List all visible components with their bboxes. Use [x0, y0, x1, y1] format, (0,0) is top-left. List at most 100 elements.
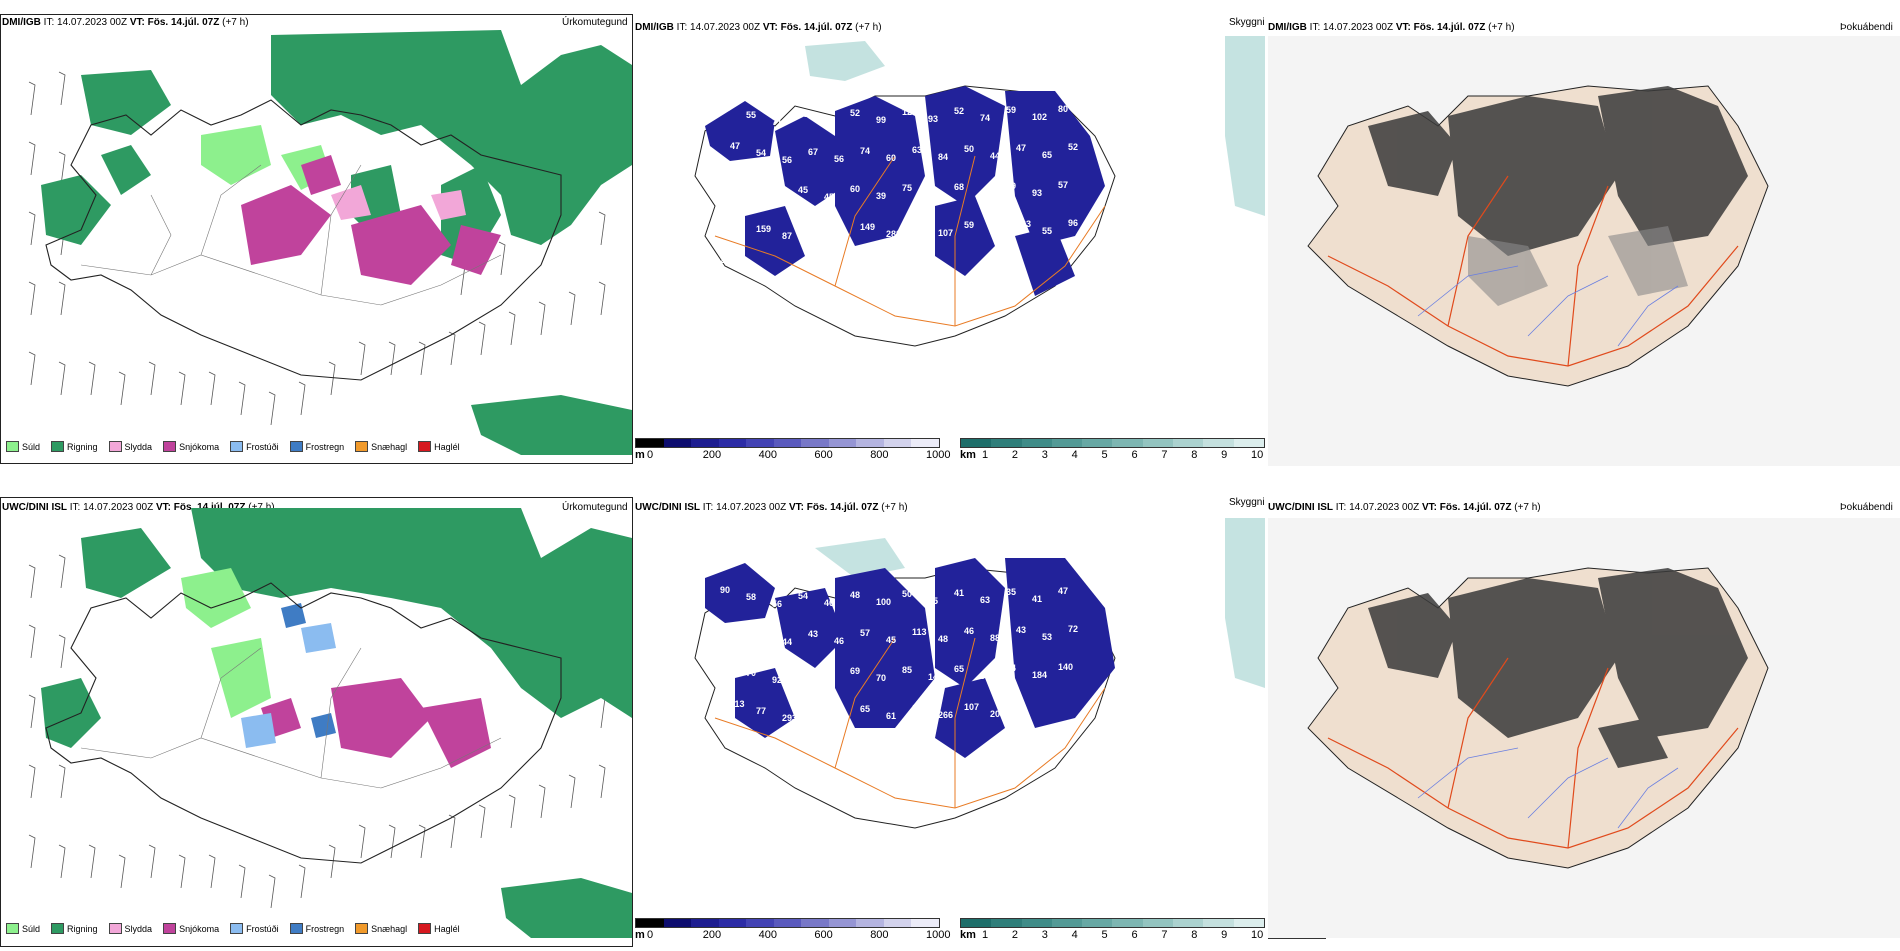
- legend-item-snjokoma: Snjókoma: [163, 441, 219, 452]
- row1-precip-legend: Súld Rigning Slydda Snjókoma Frostúði Fr…: [6, 441, 471, 452]
- cloudbase-value-label: 145: [912, 221, 927, 231]
- legend-label: Frostregn: [305, 441, 345, 452]
- snow-areas: [261, 678, 491, 768]
- cloudbase-value-label: 113: [730, 699, 745, 709]
- fog-roads: [1327, 175, 1739, 367]
- row1-fog-vt-label: VT:: [1395, 22, 1411, 33]
- cloudbase-value-label: 48: [938, 634, 948, 644]
- colorbar-segment: [1021, 439, 1052, 447]
- cloudbase-value-label: 44: [782, 637, 792, 647]
- row1-cloud-header: DMI/IGB IT: 14.07.2023 00Z VT: Fös. 14.j…: [635, 22, 882, 34]
- cloudbase-value-label: 59: [964, 220, 974, 230]
- colorbar-tick: 5: [1101, 449, 1108, 461]
- row2-lead: (+7 h): [248, 502, 275, 513]
- legend-label: Frostúði: [246, 923, 279, 934]
- row2-fog-model: UWC/DINI ISL: [1268, 502, 1333, 513]
- cloudbase-value-label: 48: [756, 630, 766, 640]
- legend-swatch: [6, 441, 19, 452]
- colorbar-segment: [773, 439, 802, 447]
- colorbar-segment: [1203, 439, 1234, 447]
- legend-swatch: [418, 923, 432, 934]
- cloudbase-value-label: 84: [938, 152, 948, 162]
- colorbar-segment: [663, 439, 692, 447]
- row2-precip-svg: [28, 508, 632, 938]
- cloudbase-value-label: 41: [954, 588, 964, 598]
- row1-vt-value: Fös. 14.júl. 07Z: [147, 17, 220, 28]
- legend-item-frostudi: Frostúði: [230, 441, 279, 452]
- cloudbase-value-label: 52: [954, 106, 964, 116]
- roads: [80, 647, 502, 789]
- row1-vt-label: VT:: [129, 17, 145, 28]
- cloudbase-value-label: 63: [980, 595, 990, 605]
- cloudbase-value-label: 96: [1068, 218, 1078, 228]
- row1-cloudbase-colorbar: [635, 438, 940, 448]
- cloudbase-value-label: 77: [756, 706, 766, 716]
- snow-areas: [241, 155, 501, 285]
- cloudbase-value-label: 47: [772, 193, 782, 203]
- colorbar-tick: 4: [1071, 929, 1078, 941]
- legend-label: Súld: [22, 441, 41, 452]
- colorbar-unit: m: [635, 929, 645, 941]
- cloudbase-value-label: 93: [1032, 188, 1042, 198]
- row2-cloud-title: Skyggni: [1229, 497, 1265, 508]
- cloudbase-value-label: 56: [772, 599, 782, 609]
- legend-label: Snjókoma: [179, 923, 220, 934]
- colorbar-tick: 600: [814, 449, 833, 461]
- cloudbase-value-label: 46: [964, 626, 974, 636]
- row1-visibility-colorbar: [960, 438, 1265, 448]
- colorbar-segment: [691, 439, 719, 447]
- colorbar-segment: [691, 919, 719, 927]
- row2-cloud-model: UWC/DINI ISL: [635, 502, 700, 513]
- colorbar-tick: 3: [1041, 929, 1048, 941]
- cloudbase-value-label: 54: [756, 148, 766, 158]
- row1-fog-lead: (+7 h): [1488, 22, 1515, 33]
- cloudbase-value-label: 57: [746, 262, 756, 272]
- cloudbase-value-label: 65: [954, 664, 964, 674]
- legend-swatch: [230, 441, 244, 452]
- colorbar-segment: [663, 919, 692, 927]
- row2-precip-header: UWC/DINI ISL IT: 14.07.2023 00Z VT: Fös.…: [2, 502, 275, 514]
- row2-visibility-colorbar: [960, 918, 1265, 928]
- cloudbase-value-label: 47: [730, 141, 740, 151]
- row1-precip-title: Úrkomutegund: [562, 17, 628, 28]
- row2-fog-vt-value: Fös. 14.júl. 07Z: [1439, 502, 1512, 513]
- cloudbase-value-label: 56: [782, 155, 792, 165]
- row2-cloud-it-label: IT:: [702, 502, 714, 513]
- row1-cloudbase-ticks: m 0 200 400 600 800 1000: [635, 449, 955, 463]
- colorbar-segment: [1233, 439, 1264, 447]
- legend-swatch: [355, 441, 369, 452]
- cloudbase-value-label: 288: [886, 229, 901, 239]
- colorbar-tick: 6: [1131, 449, 1138, 461]
- colorbar-segment: [1233, 919, 1264, 927]
- cloudbase-value-label: 50: [964, 144, 974, 154]
- cloudbase-value-label: 99: [876, 115, 886, 125]
- row2-it-label: IT:: [69, 502, 81, 513]
- legend-label: Frostregn: [305, 923, 345, 934]
- cloudbase-labels: 90 58 56 54 46 48 100 50 45 41 63 35 41 47 39 48 44 43 46 5…: [720, 585, 1078, 723]
- iceland-outline: [45, 99, 562, 381]
- legend-swatch: [163, 923, 177, 934]
- colorbar-tick: 4: [1071, 449, 1078, 461]
- cloudbase-value-label: 80: [808, 223, 818, 233]
- cloudbase-value-label: 266: [938, 710, 953, 720]
- colorbar-tick: 1000: [926, 929, 951, 941]
- cloudbase-value-label: 53: [1042, 632, 1052, 642]
- legend-label: Slydda: [124, 923, 153, 934]
- cloudbase-value-label: 47: [720, 661, 730, 671]
- legend-item-snaehagl: Snæhagl: [355, 441, 407, 452]
- cloudbase-value-label: 116: [928, 190, 943, 200]
- colorbar-segment: [801, 439, 829, 447]
- colorbar-segment: [991, 919, 1022, 927]
- colorbar-unit: m: [635, 449, 645, 461]
- colorbar-segment: [1173, 919, 1204, 927]
- colorbar-segment: [1142, 439, 1174, 447]
- row2-cloud-vt-label: VT:: [788, 502, 804, 513]
- cloudbase-value-label: 72: [1068, 624, 1078, 634]
- row2-precip-title: Úrkomutegund: [562, 502, 628, 513]
- cloudbase-value-label: 39: [876, 191, 886, 201]
- colorbar-tick: 200: [702, 929, 722, 941]
- cloudbase-value-label: 66: [912, 703, 922, 713]
- cloudbase-labels: 11 55 71 65 46 52 99 12 93 52 74 59 102 80 47 54 56 67 56 7…: [720, 103, 1078, 272]
- row1-lead: (+7 h): [222, 17, 249, 28]
- cloudbase-value-label: 43: [808, 629, 818, 639]
